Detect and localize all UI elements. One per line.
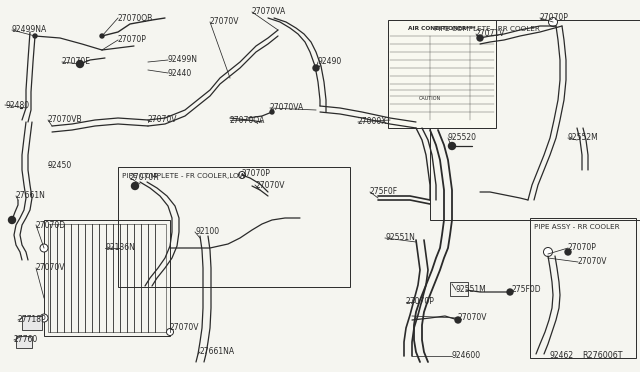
Text: 92551N: 92551N	[385, 234, 415, 243]
Text: 27070VA: 27070VA	[252, 7, 286, 16]
Text: 27070D: 27070D	[36, 221, 66, 230]
Circle shape	[477, 35, 483, 41]
Text: 275F0D: 275F0D	[512, 285, 541, 295]
Text: 27661N: 27661N	[16, 192, 46, 201]
Text: 27070V: 27070V	[210, 17, 239, 26]
Circle shape	[166, 328, 173, 336]
Text: 925520: 925520	[448, 134, 477, 142]
Text: 92490: 92490	[318, 58, 342, 67]
Text: 27070QB: 27070QB	[118, 13, 153, 22]
Bar	[430, 20, 640, 220]
Text: 27070E: 27070E	[62, 58, 91, 67]
Text: 27070V: 27070V	[170, 324, 200, 333]
Text: 92480: 92480	[5, 100, 29, 109]
Circle shape	[131, 183, 138, 189]
Text: 275F0F: 275F0F	[370, 187, 398, 196]
Text: 27760: 27760	[14, 336, 38, 344]
Circle shape	[239, 171, 246, 179]
Circle shape	[543, 247, 552, 257]
Text: 92450: 92450	[48, 160, 72, 170]
Text: 27661NA: 27661NA	[200, 347, 235, 356]
Text: 27070V: 27070V	[36, 263, 65, 273]
Text: 27070V: 27070V	[458, 314, 488, 323]
Text: CAUTION: CAUTION	[419, 96, 441, 100]
Circle shape	[77, 61, 83, 67]
Bar	[44, 220, 170, 336]
Text: 92462: 92462	[550, 352, 574, 360]
Text: 27070R: 27070R	[130, 173, 159, 183]
Text: 92552M: 92552M	[568, 134, 599, 142]
Circle shape	[565, 249, 571, 255]
Circle shape	[270, 110, 274, 114]
Text: 27000X: 27000X	[358, 118, 387, 126]
Text: 27070P: 27070P	[540, 13, 569, 22]
Circle shape	[455, 317, 461, 323]
Text: 27071V: 27071V	[476, 29, 506, 38]
Text: 27070P: 27070P	[242, 169, 271, 177]
Circle shape	[507, 289, 513, 295]
Text: 92136N: 92136N	[105, 244, 135, 253]
Circle shape	[40, 314, 48, 322]
Text: 92100: 92100	[195, 228, 219, 237]
Circle shape	[8, 217, 15, 224]
Bar	[530, 218, 636, 358]
Text: 27070VB: 27070VB	[48, 115, 83, 125]
Text: 27070P: 27070P	[568, 244, 597, 253]
Text: 27070V: 27070V	[578, 257, 607, 266]
Circle shape	[100, 34, 104, 38]
Bar	[388, 20, 496, 128]
Text: 27070VA: 27070VA	[270, 103, 304, 112]
Text: 27070QA: 27070QA	[230, 115, 266, 125]
Bar	[22, 316, 42, 330]
Text: 27070V: 27070V	[148, 115, 177, 125]
Text: 27718P: 27718P	[18, 315, 47, 324]
Bar	[48, 224, 166, 332]
Bar	[16, 336, 32, 348]
Text: 92440: 92440	[168, 68, 192, 77]
Bar	[450, 282, 468, 296]
Text: PIPE COMPLETE - RR COOLER: PIPE COMPLETE - RR COOLER	[434, 26, 540, 32]
Text: 27070V: 27070V	[255, 180, 285, 189]
Text: R276006T: R276006T	[582, 352, 623, 360]
Text: 92499NA: 92499NA	[12, 26, 47, 35]
Text: 27070P: 27070P	[118, 35, 147, 45]
Text: PIPE ASSY - RR COOLER: PIPE ASSY - RR COOLER	[534, 224, 620, 230]
Circle shape	[449, 142, 456, 150]
Circle shape	[548, 17, 557, 26]
Circle shape	[313, 65, 319, 71]
Text: 924600: 924600	[452, 352, 481, 360]
Text: PIPE COMPLETE - FR COOLER,LOW: PIPE COMPLETE - FR COOLER,LOW	[122, 173, 246, 179]
Circle shape	[33, 34, 37, 38]
Circle shape	[40, 244, 48, 252]
Bar	[118, 167, 350, 287]
Text: 27070P: 27070P	[406, 298, 435, 307]
Text: AIR CONDITIONER***: AIR CONDITIONER***	[408, 26, 476, 31]
Text: 92499N: 92499N	[168, 55, 198, 64]
Text: 92551M: 92551M	[456, 285, 487, 295]
